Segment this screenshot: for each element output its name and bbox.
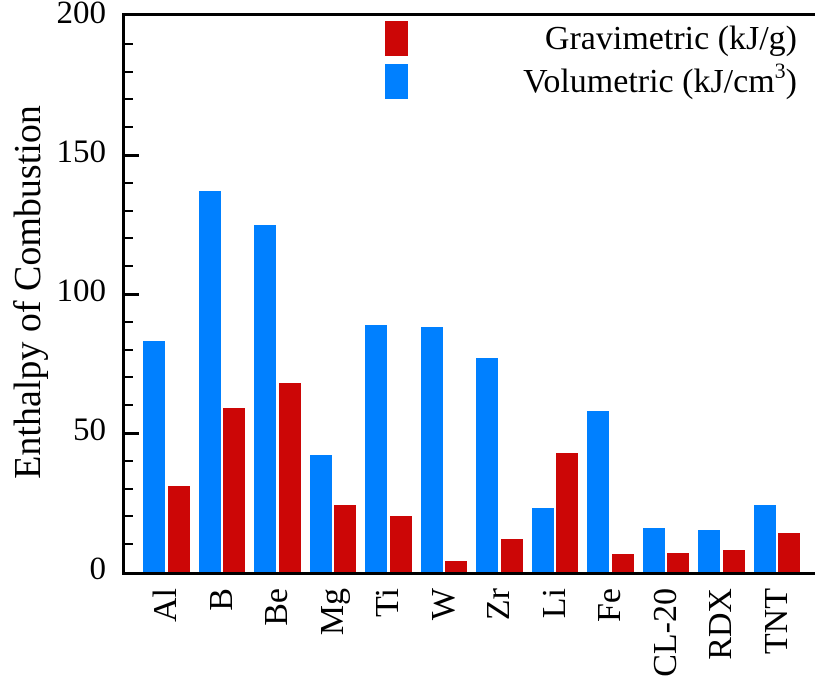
bar-volumetric-fe — [587, 410, 609, 572]
y-minor-tick — [125, 487, 133, 490]
legend-item-volumetric: Volumetric (kJ/cm3) — [385, 59, 797, 100]
y-tick-label: 150 — [56, 134, 107, 170]
y-major-tick — [125, 431, 139, 435]
legend-item-gravimetric: Gravimetric (kJ/g) — [385, 20, 797, 57]
y-minor-tick — [125, 181, 133, 184]
x-category-label-tnt: TNT — [757, 588, 795, 655]
bar-gravimetric-li — [556, 452, 578, 572]
x-category-label-w: W — [424, 588, 462, 621]
legend-swatch-gravimetric — [385, 21, 408, 56]
legend: Gravimetric (kJ/g) Volumetric (kJ/cm3) — [385, 20, 797, 100]
bar-gravimetric-cl-20 — [667, 552, 689, 572]
bar-volumetric-al — [143, 341, 165, 572]
y-minor-tick — [125, 459, 133, 462]
legend-label-volumetric-suffix: ) — [785, 63, 797, 100]
bar-gravimetric-b — [223, 408, 245, 572]
bar-gravimetric-be — [278, 383, 301, 572]
y-ticks — [125, 16, 815, 572]
y-major-tick — [125, 153, 139, 157]
bars-layer — [125, 16, 815, 572]
bar-volumetric-ti — [365, 324, 387, 572]
x-category-label-mg: Mg — [313, 588, 351, 636]
y-minor-tick — [125, 543, 133, 546]
y-minor-tick — [125, 126, 133, 129]
bar-gravimetric-rdx — [722, 549, 745, 572]
legend-label-volumetric-prefix: Volumetric (kJ/cm — [523, 63, 775, 100]
bar-gravimetric-ti — [389, 516, 412, 572]
bar-gravimetric-mg — [334, 505, 356, 572]
legend-label-volumetric: Volumetric (kJ/cm3) — [523, 59, 797, 100]
bar-gravimetric-zr — [500, 538, 523, 572]
x-category-label-fe: Fe — [591, 588, 629, 622]
bar-gravimetric-w — [445, 560, 467, 572]
bar-volumetric-rdx — [698, 530, 720, 572]
y-minor-tick — [125, 42, 133, 45]
bar-volumetric-mg — [309, 455, 332, 572]
x-category-label-b: B — [202, 588, 240, 611]
y-minor-tick — [125, 98, 133, 101]
y-minor-tick — [125, 237, 133, 240]
y-minor-tick — [125, 70, 133, 73]
bar-volumetric-tnt — [753, 505, 776, 572]
y-minor-tick — [125, 348, 133, 351]
bar-gravimetric-fe — [611, 553, 634, 572]
x-category-label-cl-20: CL-20 — [646, 588, 684, 677]
y-minor-tick — [125, 320, 133, 323]
legend-label-volumetric-sup: 3 — [774, 57, 786, 83]
bar-volumetric-li — [531, 508, 554, 572]
bar-volumetric-w — [420, 327, 443, 572]
y-tick-label: 200 — [56, 0, 107, 31]
y-minor-tick — [125, 404, 133, 407]
y-tick-label: 50 — [73, 412, 106, 448]
y-minor-tick — [125, 376, 133, 379]
x-category-label-ti: Ti — [369, 588, 407, 618]
bar-gravimetric-al — [167, 485, 190, 572]
y-major-tick — [125, 292, 139, 296]
y-tick-label: 0 — [89, 551, 107, 587]
legend-swatch-volumetric — [385, 64, 408, 99]
x-category-label-al: Al — [147, 588, 185, 622]
x-category-label-rdx: RDX — [702, 588, 740, 660]
bar-volumetric-cl-20 — [642, 527, 665, 572]
y-minor-tick — [125, 515, 133, 518]
x-category-label-li: Li — [535, 588, 573, 619]
x-category-label-be: Be — [258, 588, 296, 626]
bar-volumetric-zr — [476, 357, 498, 572]
y-minor-tick — [125, 265, 133, 268]
y-tick-label: 100 — [56, 273, 107, 309]
bar-volumetric-b — [198, 191, 221, 572]
y-minor-tick — [125, 209, 133, 212]
legend-label-gravimetric: Gravimetric (kJ/g) — [544, 20, 797, 57]
plot-area — [122, 13, 815, 575]
x-category-label-zr: Zr — [480, 588, 518, 621]
bar-gravimetric-tnt — [778, 533, 800, 572]
bar-volumetric-be — [254, 224, 276, 572]
